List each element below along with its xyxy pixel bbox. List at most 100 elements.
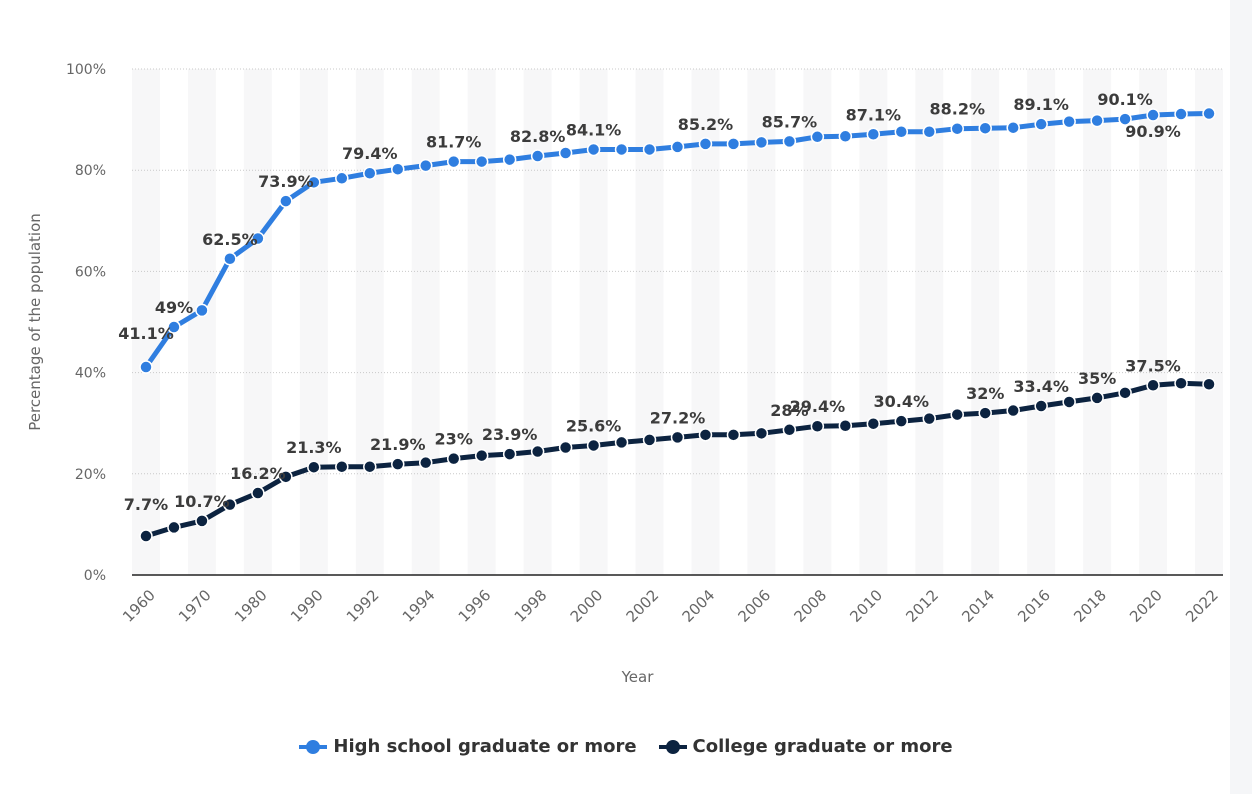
data-point[interactable] [1202, 106, 1216, 121]
data-point[interactable] [1146, 108, 1160, 122]
data-point[interactable] [978, 406, 992, 420]
data-point[interactable] [1006, 120, 1020, 135]
gridlines [132, 68, 1223, 475]
scrollbar-track[interactable] [1230, 0, 1252, 794]
data-point[interactable] [614, 435, 629, 450]
data-point[interactable] [1174, 107, 1188, 121]
data-point[interactable] [1006, 403, 1020, 418]
data-point[interactable] [279, 194, 293, 208]
data-point[interactable] [251, 486, 265, 500]
data-point[interactable] [922, 411, 937, 426]
data-point[interactable] [1062, 395, 1076, 409]
data-point[interactable] [838, 418, 853, 433]
data-point[interactable] [139, 360, 153, 374]
data-point[interactable] [1034, 117, 1048, 131]
x-tick-label: 2000 [567, 586, 607, 626]
data-point[interactable] [1090, 391, 1104, 405]
data-label: 10.7% [174, 492, 230, 511]
data-point[interactable] [335, 171, 349, 186]
data-point[interactable] [586, 438, 601, 453]
data-point[interactable] [586, 142, 601, 157]
data-point[interactable] [614, 142, 629, 157]
data-point[interactable] [446, 154, 461, 169]
data-point[interactable] [474, 154, 489, 169]
data-point[interactable] [782, 134, 797, 149]
data-point[interactable] [950, 407, 964, 422]
data-point[interactable] [391, 162, 405, 176]
data-point[interactable] [1062, 114, 1076, 129]
x-tick-label: 1990 [287, 586, 327, 626]
background-band [187, 69, 216, 575]
legend-item-college[interactable]: College graduate or more [658, 736, 953, 757]
data-point[interactable] [502, 447, 517, 461]
data-point[interactable] [726, 137, 741, 151]
data-point[interactable] [391, 457, 405, 471]
data-point[interactable] [670, 430, 685, 445]
data-point[interactable] [530, 149, 545, 163]
x-tick-label: 2002 [623, 586, 663, 626]
data-point[interactable] [530, 444, 545, 459]
alternating-background-bands [132, 69, 1223, 575]
x-axis-ticks: 1960 1970 1980 1990 1992 1994 1996 1998 2000 2002… [119, 586, 1222, 626]
data-point[interactable] [558, 440, 573, 455]
data-point[interactable] [894, 414, 909, 428]
data-label: 28% [770, 401, 808, 420]
data-point[interactable] [670, 140, 685, 154]
data-point[interactable] [418, 158, 433, 173]
data-point[interactable] [1202, 377, 1216, 391]
data-point[interactable] [1146, 378, 1160, 392]
data-point[interactable] [698, 428, 713, 442]
data-point[interactable] [251, 231, 265, 246]
data-label: 84.1% [566, 120, 622, 139]
data-point[interactable] [167, 320, 181, 334]
data-point[interactable] [894, 124, 909, 139]
data-point[interactable] [335, 459, 349, 474]
data-point[interactable] [279, 470, 293, 484]
background-band [411, 69, 440, 575]
data-point[interactable] [922, 124, 937, 139]
data-point[interactable] [1090, 113, 1104, 128]
data-label: 23.9% [482, 425, 538, 444]
data-point[interactable] [167, 520, 181, 535]
data-point[interactable] [558, 146, 573, 160]
data-point[interactable] [866, 127, 881, 142]
data-point[interactable] [754, 135, 769, 150]
data-point[interactable] [838, 129, 853, 144]
data-point[interactable] [502, 152, 517, 167]
legend-item-high-school[interactable]: High school graduate or more [299, 736, 637, 757]
data-label: 85.7% [762, 112, 818, 131]
data-point[interactable] [1034, 399, 1048, 413]
data-point[interactable] [782, 423, 797, 437]
data-point[interactable] [866, 416, 881, 431]
data-point[interactable] [726, 428, 741, 442]
data-point[interactable] [642, 142, 657, 157]
data-point[interactable] [810, 419, 825, 433]
data-point[interactable] [307, 175, 321, 190]
data-point[interactable] [754, 426, 769, 441]
data-point[interactable] [195, 514, 209, 528]
data-point[interactable] [446, 451, 461, 466]
data-point[interactable] [642, 433, 657, 447]
data-point[interactable] [1118, 386, 1132, 400]
data-point[interactable] [1174, 376, 1188, 390]
data-label: 82.8% [510, 127, 566, 146]
data-point[interactable] [950, 121, 964, 136]
data-point[interactable] [810, 130, 825, 144]
data-point[interactable] [978, 121, 992, 135]
data-point[interactable] [698, 137, 713, 151]
data-point[interactable] [307, 460, 321, 474]
data-point[interactable] [363, 166, 377, 180]
data-point[interactable] [139, 529, 153, 543]
data-point[interactable] [363, 459, 377, 474]
data-label: 7.7% [124, 495, 168, 514]
data-point[interactable] [223, 252, 237, 266]
data-point[interactable] [1118, 112, 1132, 126]
legend-label: High school graduate or more [333, 736, 637, 757]
data-label: 37.5% [1125, 356, 1181, 375]
data-point[interactable] [195, 303, 209, 318]
data-point[interactable] [474, 448, 489, 463]
data-point[interactable] [418, 455, 433, 470]
x-tick-label: 1996 [455, 586, 495, 626]
data-point[interactable] [223, 497, 237, 512]
